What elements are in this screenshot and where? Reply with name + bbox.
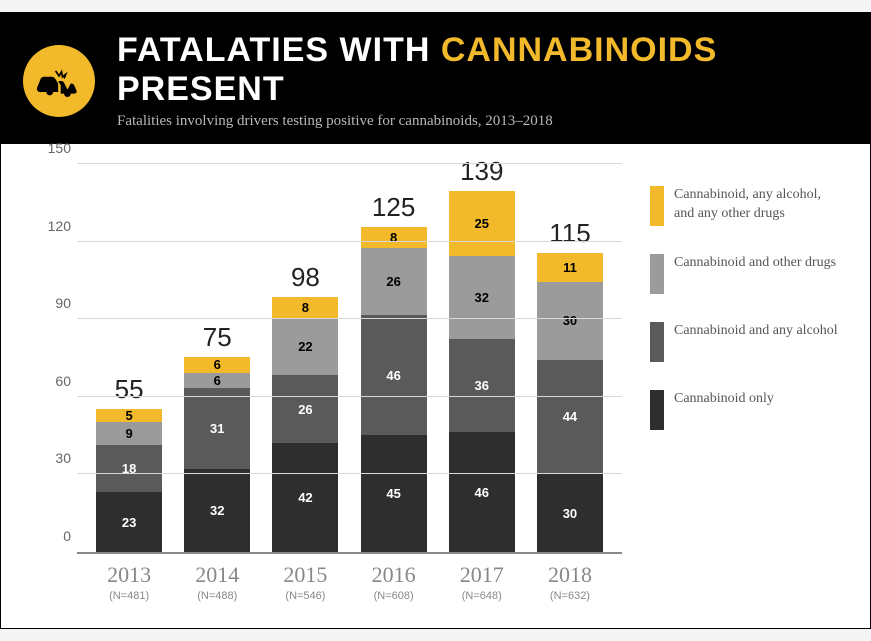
y-tick: 60 bbox=[41, 373, 71, 389]
bar-stack: 30443011 bbox=[537, 253, 603, 552]
bar-total: 55 bbox=[115, 374, 144, 405]
title-block: FATALATIES WITH CANNABINOIDS PRESENT Fat… bbox=[117, 31, 848, 130]
bar-segment-only: 46 bbox=[449, 432, 515, 552]
x-tick-n: (N=648) bbox=[438, 590, 526, 602]
bar-segment-alc: 44 bbox=[537, 360, 603, 474]
header: FATALATIES WITH CANNABINOIDS PRESENT Fat… bbox=[1, 13, 870, 144]
bar-segment-alc: 26 bbox=[272, 375, 338, 443]
legend-swatch bbox=[650, 322, 664, 362]
bar-stack: 323166 bbox=[184, 357, 250, 552]
x-tick-year: 2017 bbox=[438, 562, 526, 588]
legend-label: Cannabinoid and any alcohol bbox=[674, 322, 838, 341]
x-tick-n: (N=632) bbox=[526, 590, 614, 602]
bar-column: 75323166 bbox=[173, 164, 261, 552]
bar-stack: 4546268 bbox=[361, 227, 427, 552]
x-tick: 2015 (N=546) bbox=[261, 562, 349, 602]
gridline bbox=[77, 241, 622, 242]
bar-segment-only: 42 bbox=[272, 443, 338, 552]
title-post: PRESENT bbox=[117, 70, 285, 108]
legend-item: Cannabinoid and any alcohol bbox=[650, 322, 840, 362]
legend-label: Cannabinoid, any alcohol, and any other … bbox=[674, 186, 840, 224]
bar-column: 125 4546268 bbox=[350, 164, 438, 552]
bar-segment-alc: 46 bbox=[361, 315, 427, 435]
title-pre: FATALATIES WITH bbox=[117, 31, 441, 69]
bar-segment-drugs: 32 bbox=[449, 256, 515, 339]
legend-swatch bbox=[650, 186, 664, 226]
legend: Cannabinoid, any alcohol, and any other … bbox=[650, 164, 840, 602]
bars-container: 5523189575323166984226228125454626813946… bbox=[77, 164, 622, 552]
x-tick-year: 2018 bbox=[526, 562, 614, 588]
bar-total: 115 bbox=[549, 218, 590, 249]
x-axis: 2013(N=481)2014(N=488)2015(N=546)2016(N=… bbox=[77, 554, 622, 602]
bar-segment-alc: 31 bbox=[184, 388, 250, 469]
bar-stack: 4226228 bbox=[272, 297, 338, 552]
bar-segment-all: 8 bbox=[361, 227, 427, 248]
legend-label: Cannabinoid and other drugs bbox=[674, 254, 836, 273]
x-tick-year: 2013 bbox=[85, 562, 173, 588]
bar-total: 125 bbox=[372, 192, 415, 223]
subtitle: Fatalities involving drivers testing pos… bbox=[117, 113, 848, 130]
x-tick-n: (N=608) bbox=[350, 590, 438, 602]
legend-label: Cannabinoid only bbox=[674, 390, 774, 409]
bar-segment-drugs: 22 bbox=[272, 318, 338, 375]
x-tick: 2017 (N=648) bbox=[438, 562, 526, 602]
legend-swatch bbox=[650, 254, 664, 294]
chart: 5523189575323166984226228125454626813946… bbox=[41, 164, 622, 602]
bar-segment-all: 25 bbox=[449, 191, 515, 256]
legend-swatch bbox=[650, 390, 664, 430]
legend-item: Cannabinoid, any alcohol, and any other … bbox=[650, 186, 840, 226]
y-tick: 90 bbox=[41, 295, 71, 311]
x-tick-n: (N=488) bbox=[173, 590, 261, 602]
y-tick: 120 bbox=[41, 218, 71, 234]
bar-column: 13946363225 bbox=[438, 164, 526, 552]
y-tick: 0 bbox=[41, 528, 71, 544]
x-tick-year: 2014 bbox=[173, 562, 261, 588]
car-crash-icon bbox=[23, 45, 95, 117]
bar-segment-only: 23 bbox=[96, 492, 162, 552]
bar-segment-drugs: 30 bbox=[537, 282, 603, 360]
x-tick-year: 2015 bbox=[261, 562, 349, 588]
y-tick: 30 bbox=[41, 450, 71, 466]
legend-item: Cannabinoid and other drugs bbox=[650, 254, 840, 294]
bar-stack: 46363225 bbox=[449, 191, 515, 552]
x-tick: 2013 (N=481) bbox=[85, 562, 173, 602]
bar-column: 98 4226228 bbox=[261, 164, 349, 552]
bar-segment-alc: 18 bbox=[96, 445, 162, 492]
bar-segment-only: 32 bbox=[184, 469, 250, 552]
bar-total: 75 bbox=[203, 322, 232, 353]
bar-segment-only: 30 bbox=[537, 474, 603, 552]
x-tick-n: (N=546) bbox=[261, 590, 349, 602]
x-tick-n: (N=481) bbox=[85, 590, 173, 602]
gridline bbox=[77, 163, 622, 164]
bar-segment-only: 45 bbox=[361, 435, 427, 552]
gridline bbox=[77, 473, 622, 474]
bar-segment-all: 11 bbox=[537, 253, 603, 282]
bar-column: 55 231895 bbox=[85, 164, 173, 552]
x-tick-year: 2016 bbox=[350, 562, 438, 588]
bar-total: 98 bbox=[291, 262, 320, 293]
bar-segment-all: 6 bbox=[184, 357, 250, 373]
bar-total: 139 bbox=[460, 156, 503, 187]
title-emphasis: CANNABINOIDS bbox=[441, 31, 717, 69]
plot-area: 5523189575323166984226228125454626813946… bbox=[77, 164, 622, 554]
bar-segment-drugs: 9 bbox=[96, 422, 162, 445]
infographic-card: FATALATIES WITH CANNABINOIDS PRESENT Fat… bbox=[0, 12, 871, 629]
y-tick: 150 bbox=[41, 140, 71, 156]
bar-segment-drugs: 26 bbox=[361, 248, 427, 316]
bar-segment-all: 5 bbox=[96, 409, 162, 422]
bar-stack: 231895 bbox=[96, 409, 162, 552]
bar-segment-alc: 36 bbox=[449, 339, 515, 433]
page-title: FATALATIES WITH CANNABINOIDS PRESENT bbox=[117, 31, 848, 109]
x-tick: 2018 (N=632) bbox=[526, 562, 614, 602]
gridline bbox=[77, 396, 622, 397]
gridline bbox=[77, 318, 622, 319]
bar-segment-drugs: 6 bbox=[184, 373, 250, 389]
x-tick: 2016 (N=608) bbox=[350, 562, 438, 602]
bar-column: 11530443011 bbox=[526, 164, 614, 552]
body: 5523189575323166984226228125454626813946… bbox=[1, 144, 870, 628]
bar-segment-all: 8 bbox=[272, 297, 338, 318]
legend-item: Cannabinoid only bbox=[650, 390, 840, 430]
x-tick: 2014 (N=488) bbox=[173, 562, 261, 602]
